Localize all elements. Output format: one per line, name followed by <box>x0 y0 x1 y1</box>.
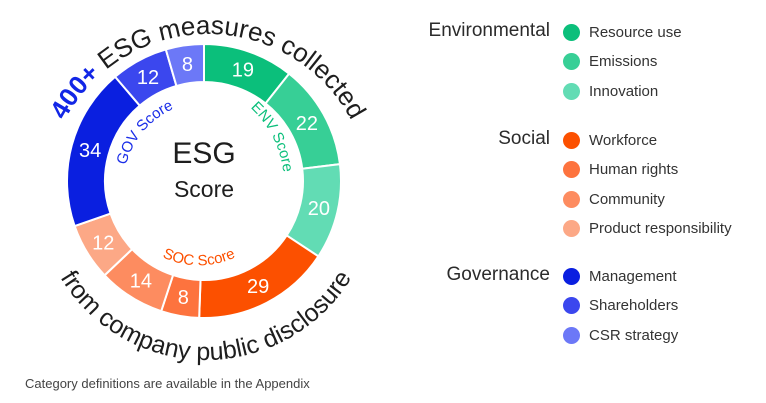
legend-swatch <box>563 326 580 344</box>
legend-label: Human rights <box>589 161 679 178</box>
legend-item: Innovation <box>563 81 658 101</box>
soc-score-label: SOC Score <box>161 245 238 269</box>
legend-swatch <box>563 267 580 285</box>
legend-swatch <box>563 23 580 41</box>
legend-group-title: Governance <box>446 264 550 285</box>
legend-label: Product responsibility <box>589 220 732 237</box>
legend-swatch <box>563 53 580 70</box>
legend-group-title: Environmental <box>428 20 550 41</box>
legend-swatch <box>563 190 580 208</box>
legend-label: Resource use <box>589 23 682 41</box>
legend-swatch <box>563 82 580 100</box>
legend-label: Workforce <box>589 131 658 149</box>
value-label-emissions: 22 <box>296 113 318 135</box>
legend-swatch <box>563 297 580 314</box>
value-label-csr-strategy: 8 <box>182 54 193 76</box>
legend-label: Management <box>589 267 677 285</box>
legend-item: Management <box>563 266 677 286</box>
legend-swatch <box>563 131 580 149</box>
value-label-product-responsibility: 12 <box>92 232 114 254</box>
value-label-community: 14 <box>130 271 152 293</box>
legend-group-title: Social <box>498 128 550 149</box>
legend-swatch <box>563 220 580 237</box>
legend-item: Emissions <box>563 52 657 72</box>
value-label-human-rights: 8 <box>178 287 189 309</box>
legend-label: Community <box>589 190 665 208</box>
center-label-line1: ESG <box>172 137 235 170</box>
legend-item: Workforce <box>563 130 657 150</box>
legend-item: Community <box>563 189 665 209</box>
value-label-management: 34 <box>79 140 101 162</box>
segment-csr-strategy <box>164 42 205 88</box>
legend-label: Innovation <box>589 82 659 100</box>
legend-item: Resource use <box>563 22 682 42</box>
value-label-innovation: 20 <box>308 198 330 220</box>
legend-item: Human rights <box>563 160 678 180</box>
legend-label: Emissions <box>589 53 658 70</box>
value-label-shareholders: 12 <box>137 67 159 89</box>
legend: Environmental Resource use Emissions Innova… <box>400 0 766 360</box>
legend-item: Product responsibility <box>563 219 732 239</box>
legend-item: Shareholders <box>563 296 678 316</box>
soc-score-text: SOC Score <box>161 245 238 269</box>
footnote: Category definitions are available in th… <box>25 376 310 391</box>
legend-label: Shareholders <box>589 297 679 314</box>
value-label-resource-use: 19 <box>232 60 254 82</box>
value-label-workforce: 29 <box>247 276 269 298</box>
center-label-line2: Score <box>174 176 234 202</box>
legend-label: CSR strategy <box>589 326 679 344</box>
legend-item: CSR strategy <box>563 325 678 345</box>
legend-swatch <box>563 161 580 178</box>
